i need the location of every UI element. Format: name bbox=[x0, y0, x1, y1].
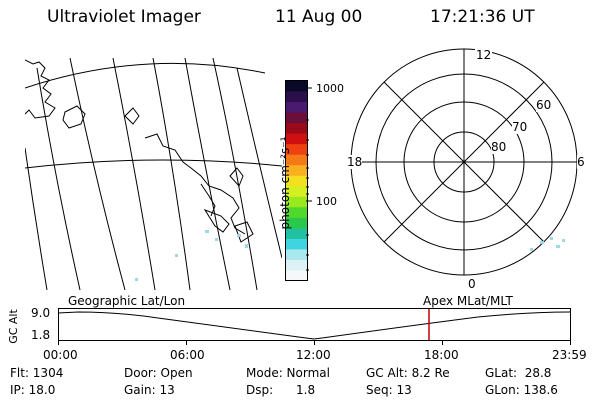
colorbar-unit-label: photon cm⁻²s⁻¹ bbox=[278, 136, 292, 230]
x-tick-label: 06:00 bbox=[170, 348, 205, 362]
flight-number: Flt: 1304 bbox=[10, 366, 64, 380]
colorbar-band bbox=[286, 165, 308, 177]
sequence-value: Seq: 13 bbox=[366, 383, 412, 397]
colorbar-band bbox=[286, 207, 308, 219]
meridian-line bbox=[212, 58, 258, 290]
altitude-curve bbox=[58, 311, 571, 340]
instrument-title: Ultraviolet Imager bbox=[47, 7, 201, 27]
ip-value: IP: 18.0 bbox=[10, 383, 56, 397]
time-label: 17:21:36 UT bbox=[430, 7, 535, 27]
mlt-label-18: 18 bbox=[347, 155, 363, 169]
color-scale-ticks bbox=[306, 87, 312, 271]
colorbar-tick-label: 100 bbox=[316, 195, 337, 208]
geo-longitude: GLon: 138.6 bbox=[485, 383, 558, 397]
geo-latitude: GLat: 28.8 bbox=[485, 366, 552, 380]
emission-speck bbox=[135, 278, 138, 281]
coastline bbox=[144, 133, 246, 235]
geographic-map bbox=[25, 58, 282, 290]
meridian-line bbox=[236, 67, 282, 259]
gain-value: Gain: 13 bbox=[124, 383, 175, 397]
coastline bbox=[200, 183, 216, 217]
colorbar-band bbox=[286, 91, 308, 103]
lat-label-70: 70 bbox=[512, 120, 528, 134]
polar-mlt-plot bbox=[350, 48, 578, 276]
mlt-label-12: 12 bbox=[475, 48, 493, 62]
mlt-label-0: 0 bbox=[468, 277, 476, 291]
colorbar-band bbox=[286, 217, 308, 229]
timeline-axis-label: GC Alt bbox=[6, 309, 20, 344]
coastline bbox=[229, 167, 244, 187]
meridian-line bbox=[112, 58, 156, 290]
meridian-line bbox=[383, 81, 545, 243]
emission-speck bbox=[530, 248, 533, 251]
colorbar-band bbox=[286, 186, 308, 198]
emission-speck bbox=[215, 238, 218, 241]
altitude-timeline-chart bbox=[58, 308, 571, 345]
mode-status: Mode: Normal bbox=[246, 366, 330, 380]
mlt-label-6: 6 bbox=[577, 155, 585, 169]
timeline-left-title: Geographic Lat/Lon bbox=[68, 294, 186, 308]
emission-speck bbox=[205, 230, 209, 233]
emission-speck bbox=[175, 254, 178, 257]
coastline bbox=[234, 221, 254, 243]
x-tick-label: 12:00 bbox=[296, 348, 331, 362]
coastline bbox=[203, 209, 230, 233]
colorbar-band bbox=[286, 270, 308, 282]
colorbar-band bbox=[286, 175, 308, 187]
emission-speck bbox=[245, 244, 248, 248]
coastline bbox=[62, 105, 86, 129]
lat-label-80: 80 bbox=[491, 140, 507, 154]
colorbar-band bbox=[286, 112, 308, 124]
emission-speck bbox=[562, 239, 565, 242]
x-tick-label: 18:00 bbox=[424, 348, 459, 362]
coastline bbox=[124, 107, 140, 125]
meridian-line bbox=[184, 58, 231, 290]
meridian-line bbox=[152, 58, 191, 290]
dsp-value: Dsp: 1.8 bbox=[246, 383, 316, 397]
x-tick-label: 23:59 bbox=[552, 348, 587, 362]
colorbar-band bbox=[286, 238, 308, 250]
date-label: 11 Aug 00 bbox=[275, 7, 363, 27]
emission-speck bbox=[556, 245, 560, 248]
parallel-line bbox=[25, 62, 266, 89]
emission-speck bbox=[540, 241, 544, 244]
lat-label-60: 60 bbox=[536, 98, 552, 112]
colorbar-band bbox=[286, 228, 308, 240]
meridian-line bbox=[36, 67, 81, 290]
colorbar-band bbox=[286, 133, 308, 145]
colorbar-tick-label: 1000 bbox=[316, 82, 344, 95]
gc-altitude: GC Alt: 8.2 Re bbox=[366, 366, 450, 380]
parallel-line bbox=[25, 159, 282, 169]
meridian-line bbox=[25, 147, 48, 290]
door-status: Door: Open bbox=[124, 366, 193, 380]
colorbar-band bbox=[286, 123, 308, 135]
meridian-line bbox=[69, 58, 126, 290]
coastline bbox=[25, 59, 56, 119]
colorbar-band bbox=[286, 259, 308, 271]
colorbar-band bbox=[286, 81, 308, 93]
colorbar-band bbox=[286, 144, 308, 156]
emission-speck bbox=[550, 237, 553, 240]
colorbar-band bbox=[286, 154, 308, 166]
timeline-right-title: Apex MLat/MLT bbox=[423, 294, 513, 308]
x-tick-label: 00:00 bbox=[43, 348, 78, 362]
colorbar-band bbox=[286, 196, 308, 208]
emission-speck bbox=[237, 234, 241, 237]
colorbar-band bbox=[286, 102, 308, 114]
color-scale-bar bbox=[285, 80, 308, 282]
timeline-y-low: 1.8 bbox=[31, 328, 51, 342]
colorbar-band bbox=[286, 249, 308, 261]
timeline-y-high: 9.0 bbox=[31, 306, 51, 320]
